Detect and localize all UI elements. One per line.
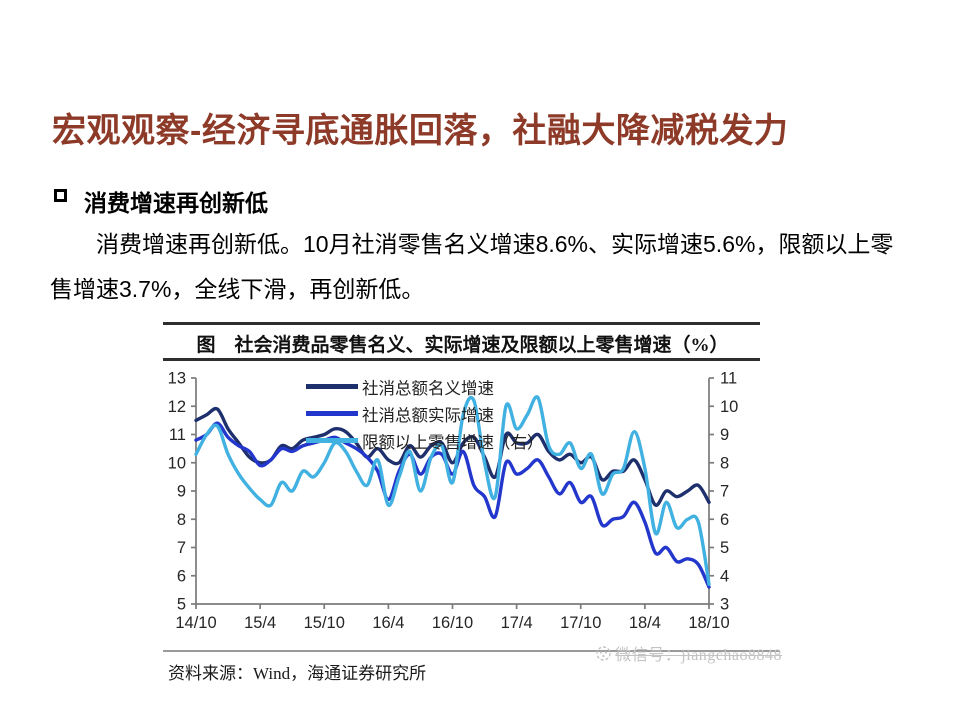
legend-swatch-nominal xyxy=(306,384,358,389)
body-paragraph: 消费增速再创新低。10月社消零售名义增速8.6%、实际增速5.6%，限额以上零售… xyxy=(50,231,894,302)
section-heading-row: 消费增速再创新低 xyxy=(54,184,268,218)
svg-text:11: 11 xyxy=(169,426,186,444)
legend-label-quota: 限额以上零售增速（右） xyxy=(362,432,544,452)
svg-text:17/4: 17/4 xyxy=(501,614,533,632)
svg-text:10: 10 xyxy=(168,454,186,472)
legend-item-quota: 限额以上零售增速（右） xyxy=(306,427,544,454)
svg-text:7: 7 xyxy=(720,483,729,501)
svg-text:9: 9 xyxy=(177,483,186,501)
svg-text:9: 9 xyxy=(720,426,729,444)
legend-swatch-real xyxy=(306,411,358,416)
wechat-face-icon xyxy=(596,645,611,661)
line-chart: 13 12 11 10 9 8 7 6 5 11 10 9 8 7 6 5 4 3 14/10 15/4 15/10 16… xyxy=(168,370,739,633)
svg-text:3: 3 xyxy=(720,596,729,614)
svg-text:13: 13 xyxy=(168,370,186,388)
svg-text:18/4: 18/4 xyxy=(629,614,661,632)
svg-text:17/10: 17/10 xyxy=(560,614,601,632)
chart-title-rule xyxy=(163,358,760,361)
svg-text:15/10: 15/10 xyxy=(304,614,345,632)
svg-text:6: 6 xyxy=(177,567,186,585)
square-bullet-icon xyxy=(54,189,67,202)
svg-text:4: 4 xyxy=(720,567,729,585)
legend-item-nominal: 社消总额名义增速 xyxy=(306,373,544,400)
legend-swatch-quota xyxy=(306,438,358,443)
svg-text:5: 5 xyxy=(177,596,186,614)
svg-text:16/4: 16/4 xyxy=(372,614,404,632)
legend-label-nominal: 社消总额名义增速 xyxy=(362,378,494,398)
svg-text:18/10: 18/10 xyxy=(688,614,729,632)
chart-block: 图 社会消费品零售名义、实际增速及限额以上零售增速（%） 13 12 11 10 9 8 7… xyxy=(160,318,782,690)
watermark-text: 微信号：jiangchao8848 xyxy=(615,647,782,664)
svg-text:10: 10 xyxy=(720,398,738,416)
chart-title: 图 社会消费品零售名义、实际增速及限额以上零售增速（%） xyxy=(196,335,729,356)
svg-text:15/4: 15/4 xyxy=(244,614,276,632)
legend-label-real: 社消总额实际增速 xyxy=(362,405,494,425)
svg-text:12: 12 xyxy=(168,398,186,416)
legend-item-real: 社消总额实际增速 xyxy=(306,400,544,427)
svg-text:14/10: 14/10 xyxy=(175,614,216,632)
chart-bottom-rule xyxy=(163,650,780,652)
svg-text:8: 8 xyxy=(720,454,729,472)
svg-text:16/10: 16/10 xyxy=(432,614,473,632)
chart-top-rule xyxy=(163,322,760,325)
chart-legend: 社消总额名义增速 社消总额实际增速 限额以上零售增速（右） xyxy=(306,373,544,454)
svg-text:5: 5 xyxy=(720,539,729,557)
slide-title: 宏观观察-经济寻底通胀回落，社融大降减税发力 xyxy=(52,112,789,150)
svg-text:8: 8 xyxy=(177,511,186,529)
watermark: 微信号：jiangchao8848 xyxy=(542,641,782,665)
svg-text:6: 6 xyxy=(720,511,729,529)
svg-text:11: 11 xyxy=(720,370,737,388)
chart-source: 资料来源：Wind，海通证券研究所 xyxy=(168,664,427,683)
svg-text:7: 7 xyxy=(177,539,186,557)
section-heading: 消费增速再创新低 xyxy=(84,190,268,216)
